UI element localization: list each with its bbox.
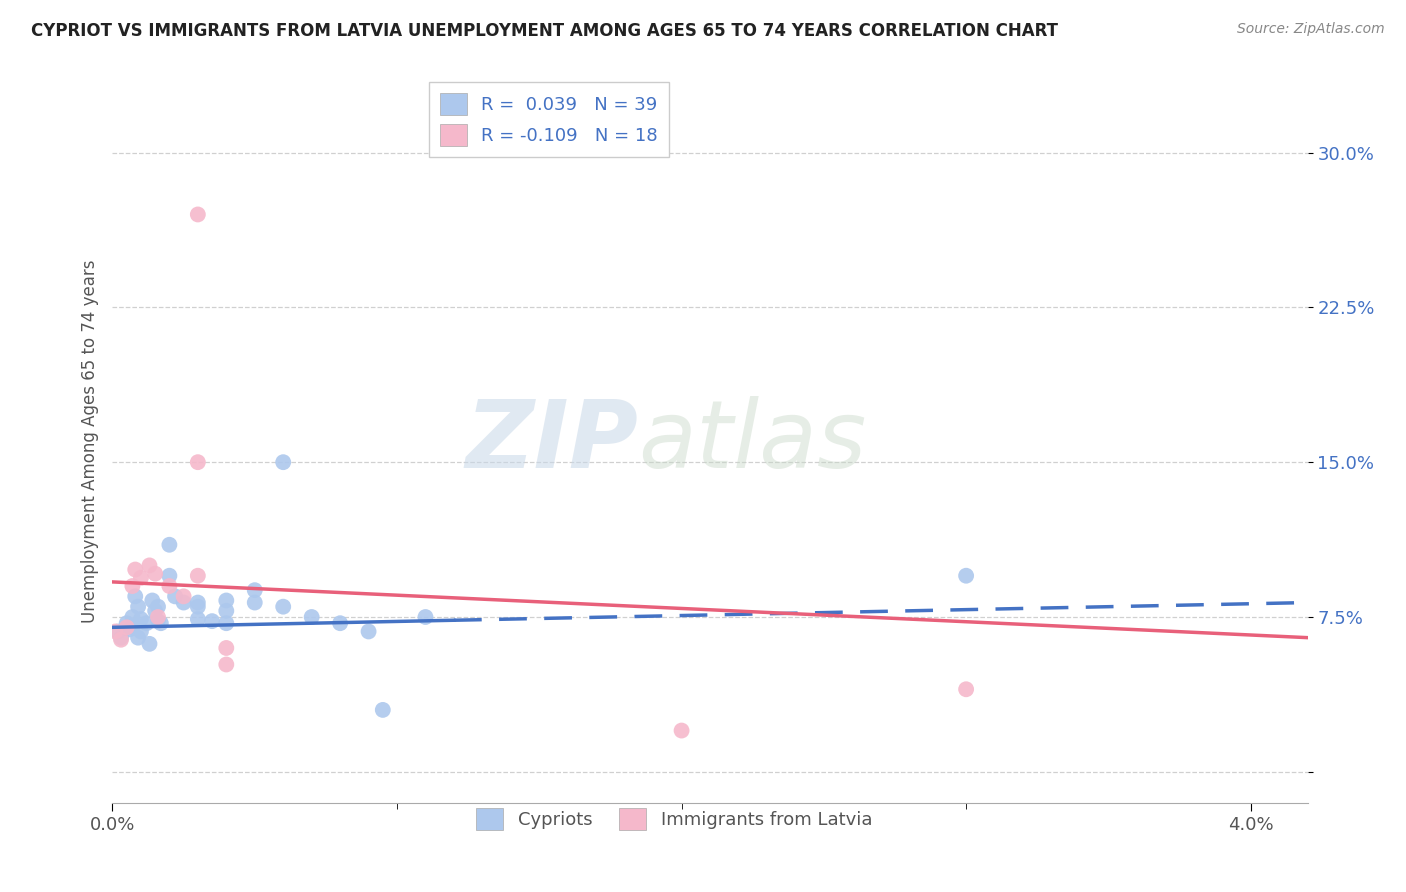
Point <box>329 616 352 631</box>
Point <box>157 538 180 552</box>
Point <box>124 590 146 604</box>
Point <box>104 624 127 639</box>
Point <box>121 579 143 593</box>
Point <box>110 632 132 647</box>
Text: atlas: atlas <box>638 396 866 487</box>
Point <box>371 703 394 717</box>
Point <box>138 637 160 651</box>
Point <box>141 593 163 607</box>
Point <box>146 610 169 624</box>
Point <box>215 616 238 631</box>
Y-axis label: Unemployment Among Ages 65 to 74 years: Unemployment Among Ages 65 to 74 years <box>80 260 98 624</box>
Point <box>129 624 152 639</box>
Point <box>157 568 180 582</box>
Point <box>146 599 169 614</box>
Point <box>143 566 166 581</box>
Point <box>138 558 160 573</box>
Point <box>187 599 209 614</box>
Point <box>243 583 266 598</box>
Point <box>143 604 166 618</box>
Text: CYPRIOT VS IMMIGRANTS FROM LATVIA UNEMPLOYMENT AMONG AGES 65 TO 74 YEARS CORRELA: CYPRIOT VS IMMIGRANTS FROM LATVIA UNEMPL… <box>31 22 1057 40</box>
Point <box>129 612 152 626</box>
Point <box>124 562 146 576</box>
Point <box>107 624 129 639</box>
Point <box>115 620 138 634</box>
Point <box>215 593 238 607</box>
Point <box>955 682 977 697</box>
Point <box>127 631 149 645</box>
Point <box>115 616 138 631</box>
Point <box>357 624 380 639</box>
Point <box>121 610 143 624</box>
Point <box>243 596 266 610</box>
Point <box>146 614 169 628</box>
Text: Source: ZipAtlas.com: Source: ZipAtlas.com <box>1237 22 1385 37</box>
Point <box>173 596 195 610</box>
Point <box>415 610 437 624</box>
Point <box>110 631 132 645</box>
Point <box>135 616 157 631</box>
Point <box>671 723 693 738</box>
Point <box>201 614 224 628</box>
Point <box>301 610 323 624</box>
Point <box>127 599 149 614</box>
Point <box>271 599 294 614</box>
Point <box>955 568 977 582</box>
Point <box>215 657 238 672</box>
Legend: Cypriots, Immigrants from Latvia: Cypriots, Immigrants from Latvia <box>468 801 880 837</box>
Point <box>215 604 238 618</box>
Point <box>187 568 209 582</box>
Point <box>187 207 209 221</box>
Point <box>187 596 209 610</box>
Point <box>129 571 152 585</box>
Point <box>165 590 187 604</box>
Point <box>215 640 238 655</box>
Point <box>187 612 209 626</box>
Point <box>187 455 209 469</box>
Point <box>173 590 195 604</box>
Point <box>271 455 294 469</box>
Point <box>149 616 172 631</box>
Point <box>121 620 143 634</box>
Point <box>157 579 180 593</box>
Text: ZIP: ZIP <box>465 395 638 488</box>
Point <box>118 623 141 637</box>
